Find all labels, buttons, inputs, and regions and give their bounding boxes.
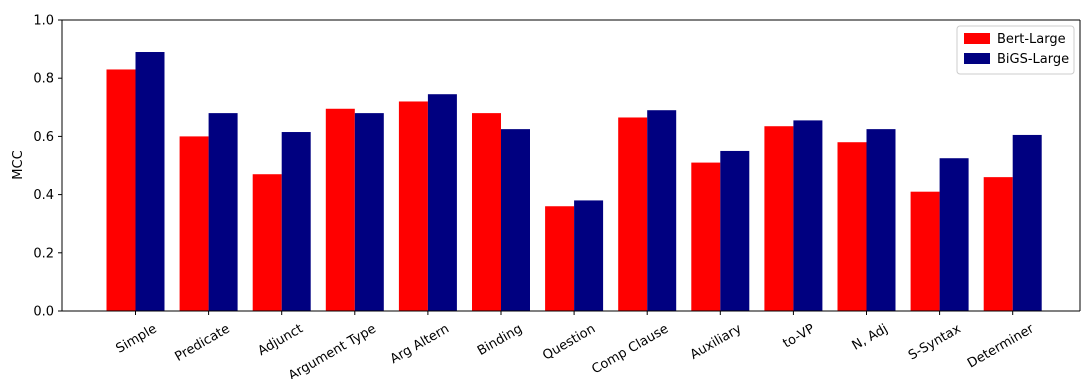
bar-bigs-large-3	[354, 113, 384, 312]
bar-bigs-large-1	[208, 113, 238, 312]
bar-bert-large-5	[472, 113, 501, 312]
bar-bert-large-2	[252, 174, 282, 311]
bar-bert-large-8	[691, 162, 721, 311]
legend-label: Bert-Large	[997, 32, 1066, 47]
bar-bert-large-0	[106, 69, 136, 311]
bar-bert-large-10	[837, 142, 867, 311]
bar-bigs-large-6	[574, 200, 604, 311]
bar-bigs-large-8	[720, 150, 750, 311]
legend: Bert-Large BiGS-Large	[956, 25, 1075, 75]
legend-swatch	[964, 53, 990, 64]
y-tick-label: 0.2	[33, 246, 54, 261]
bar-bigs-large-2	[281, 132, 311, 311]
legend-label: BiGS-Large	[997, 52, 1069, 67]
bar-bigs-large-10	[866, 129, 896, 312]
bar-bert-large-3	[325, 108, 355, 311]
bar-bigs-large-11	[939, 158, 969, 311]
bar-bert-large-1	[179, 136, 209, 311]
y-tick-label: 0.0	[33, 305, 54, 320]
x-tick-label: S-Syntax	[906, 321, 964, 363]
x-tick-label: Predicate	[172, 321, 232, 364]
x-tick-label: Binding	[475, 321, 525, 359]
y-ticks-group: 0.0 0.2 0.4 0.6 0.8 1.0	[33, 14, 62, 320]
bar-bigs-large-4	[427, 94, 457, 312]
bar-bert-large-9	[764, 126, 794, 311]
y-tick-label: 0.8	[33, 72, 54, 87]
x-tick-label: Question	[540, 321, 598, 363]
bar-bert-large-7	[618, 117, 648, 311]
x-tick-label: Determiner	[965, 321, 1037, 371]
bar-bert-large-12	[983, 177, 1013, 311]
x-tick-label: Arg Altern	[388, 321, 452, 367]
bar-bigs-large-12	[1012, 134, 1042, 311]
y-axis-label: MCC	[11, 150, 26, 179]
bar-bigs-large-9	[793, 120, 823, 311]
x-tick-label: Simple	[114, 321, 160, 356]
bar-bert-large-6	[545, 206, 575, 311]
bar-bert-large-4	[398, 101, 428, 311]
y-tick-label: 0.6	[33, 130, 54, 145]
x-tick-label: N, Adj	[850, 321, 891, 353]
x-tick-label: Adjunct	[256, 321, 306, 359]
x-tick-label: to-VP	[780, 321, 817, 351]
y-tick-label: 1.0	[33, 14, 54, 29]
legend-swatch	[964, 33, 990, 44]
x-tick-label: Auxiliary	[688, 321, 745, 362]
x-tick-label: Comp Clause	[589, 321, 671, 377]
axes-group	[61, 19, 1081, 312]
bar-bert-large-11	[910, 191, 940, 311]
bar-bigs-large-5	[501, 129, 530, 312]
bar-bigs-large-0	[135, 52, 165, 311]
bar-bigs-large-7	[647, 110, 677, 312]
y-tick-label: 0.4	[33, 188, 54, 203]
bars-group	[106, 52, 1042, 312]
